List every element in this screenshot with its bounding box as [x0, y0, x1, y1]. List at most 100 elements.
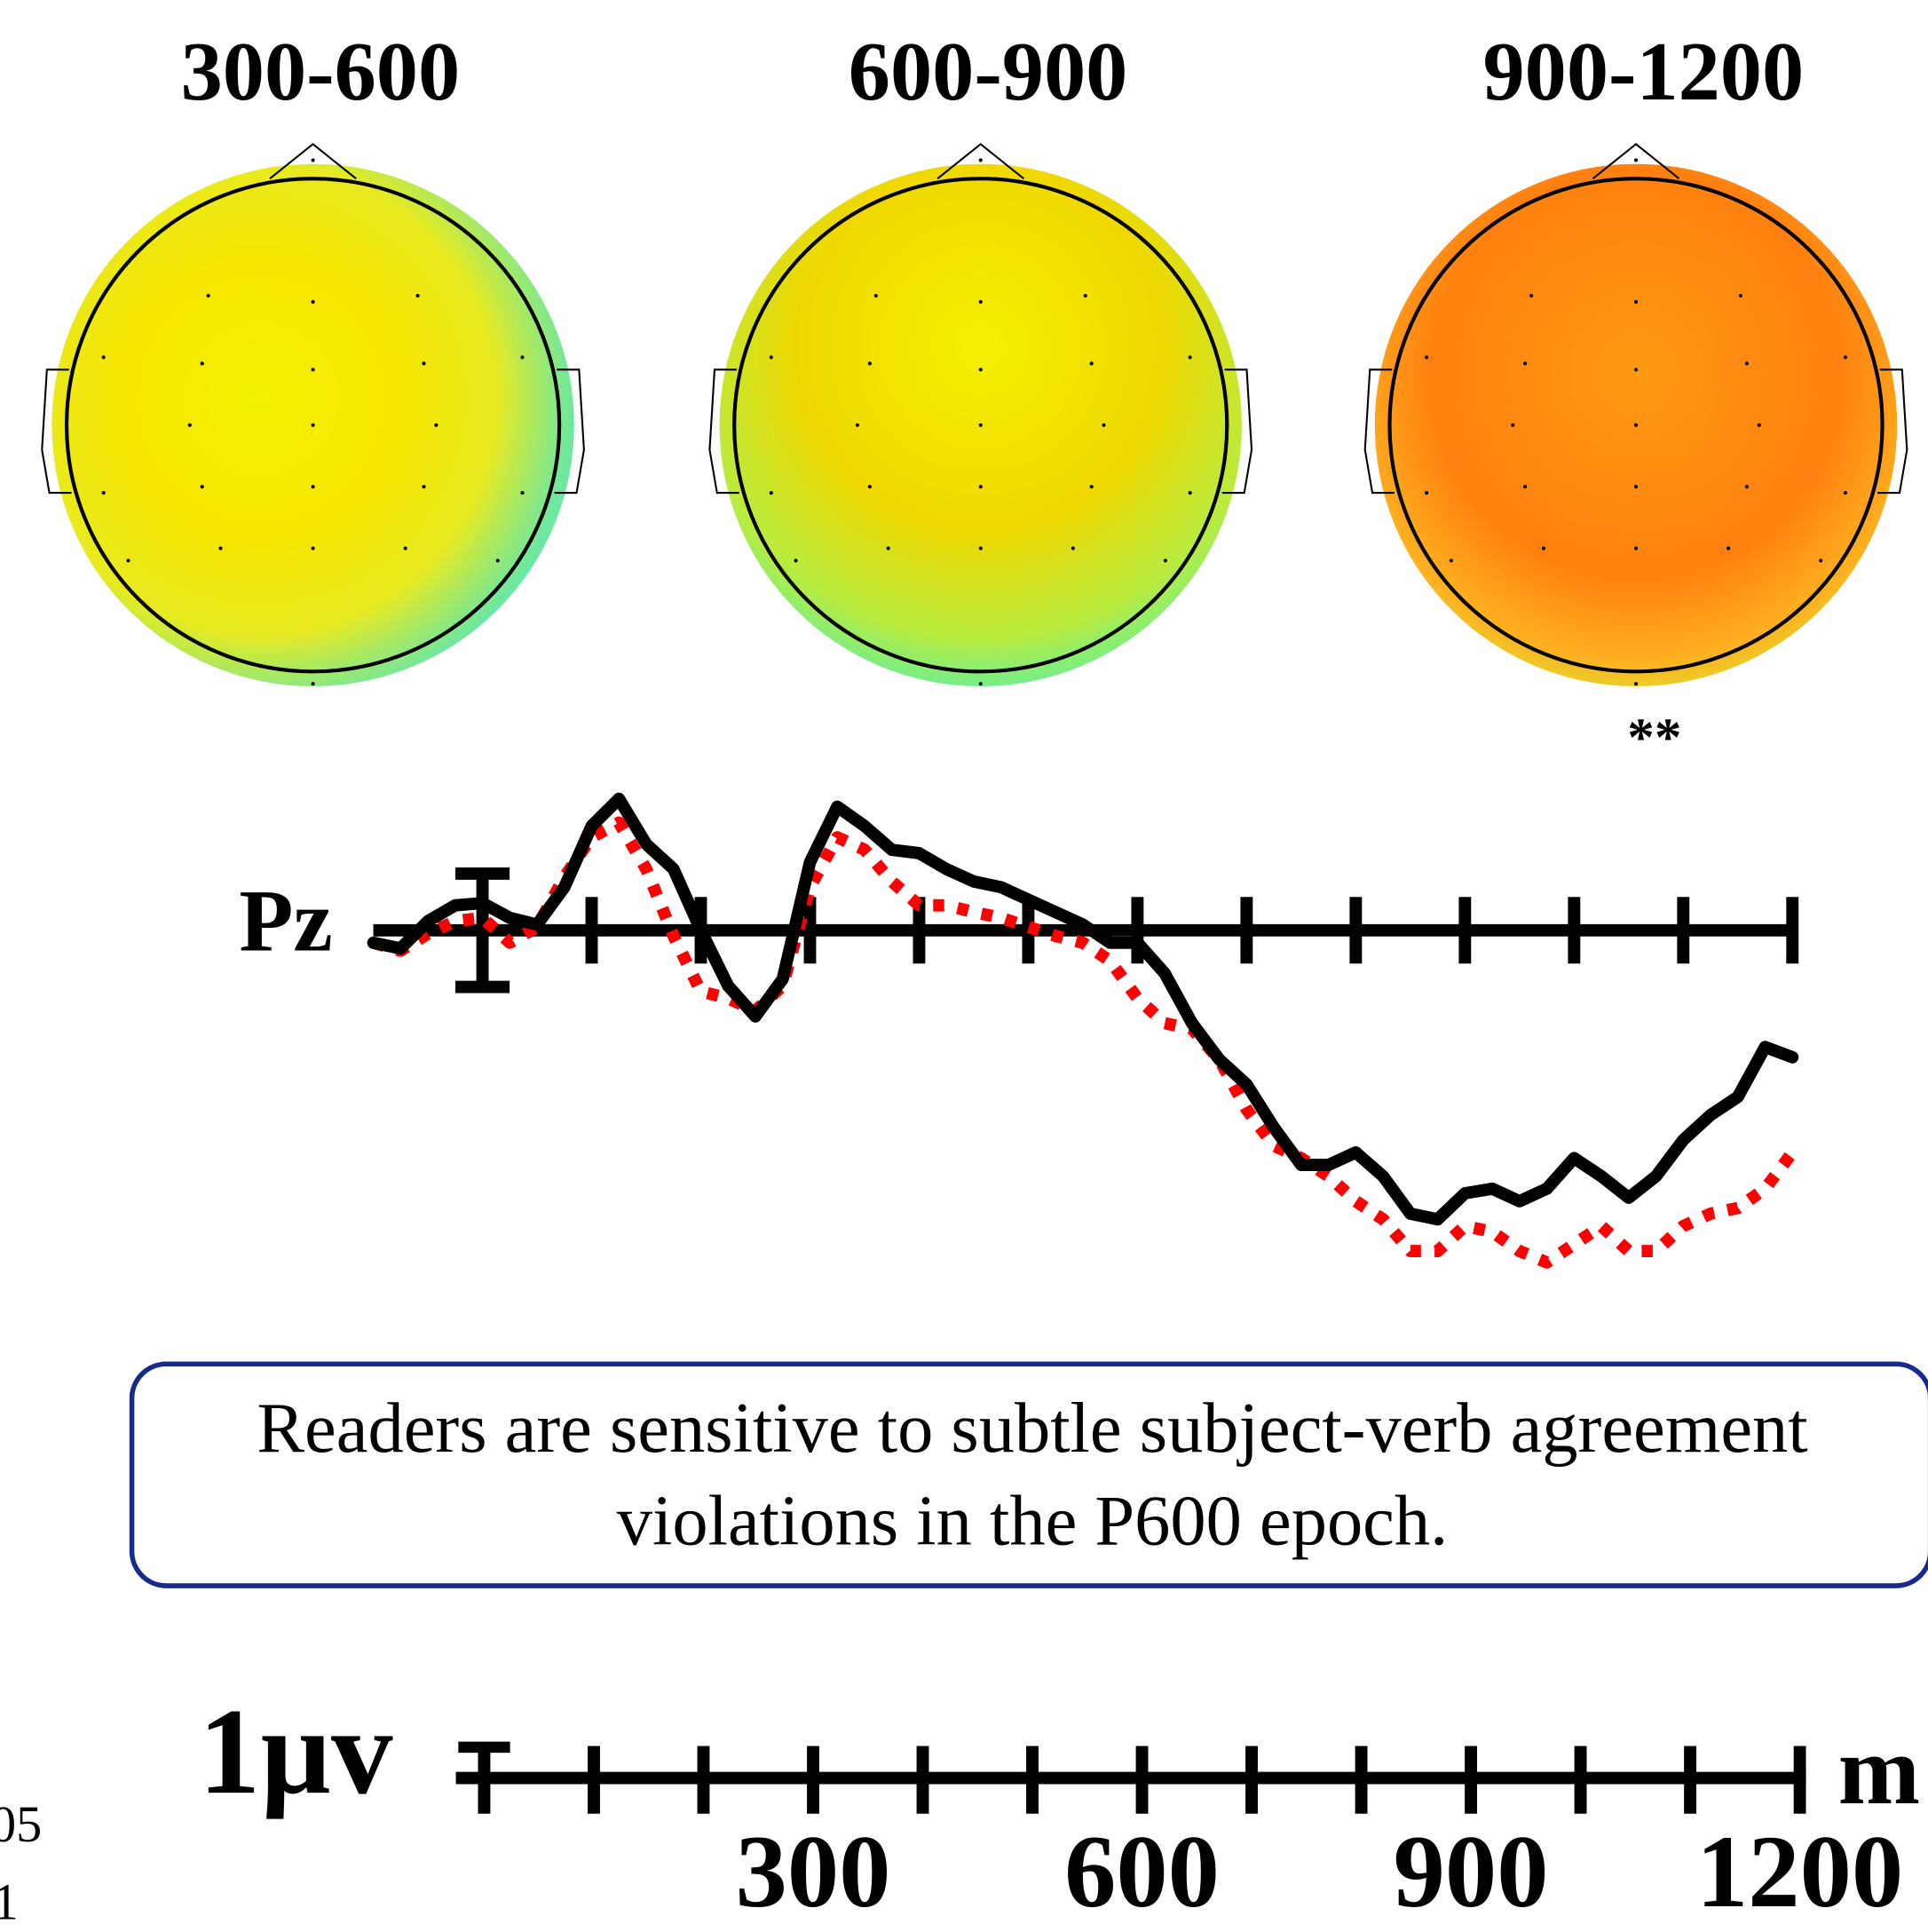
- scale-tick-label: 300: [736, 1815, 891, 1929]
- electrode: [422, 361, 426, 366]
- electrode: [1744, 361, 1749, 366]
- electrode: [1757, 423, 1761, 427]
- electrode: [1830, 275, 1836, 280]
- electrode: [769, 491, 773, 495]
- electrode: [218, 546, 223, 550]
- electrode: [1843, 491, 1848, 495]
- electrode: [311, 423, 315, 427]
- electrode: [769, 355, 773, 360]
- ear: [41, 368, 72, 495]
- electrode: [1541, 546, 1546, 550]
- ear: [554, 368, 585, 495]
- electrode: [1225, 423, 1229, 427]
- electrode-label: Pz: [239, 872, 332, 970]
- waveform-plot: [367, 792, 1799, 1269]
- electrode: [1387, 423, 1392, 427]
- margin-text: 1: [0, 1873, 19, 1931]
- electrode: [311, 158, 315, 162]
- electrode: [978, 158, 983, 162]
- electrode: [1083, 293, 1087, 298]
- electrode: [311, 485, 315, 489]
- electrode: [1633, 158, 1639, 162]
- electrode: [1738, 293, 1743, 298]
- ear: [1221, 368, 1253, 495]
- electrode: [1163, 558, 1167, 563]
- electrode: [1175, 275, 1180, 280]
- electrode: [1188, 491, 1192, 495]
- electrode: [126, 558, 130, 563]
- scale-tick-label: 900: [1394, 1815, 1549, 1929]
- electrode: [978, 299, 983, 305]
- electrode: [200, 485, 204, 489]
- waveform: [367, 792, 1799, 1226]
- ear: [1877, 368, 1908, 495]
- electrode: [101, 491, 106, 495]
- electrode: [867, 485, 872, 489]
- electrode: [978, 546, 983, 550]
- significance: **: [1627, 709, 1681, 768]
- waveform: [371, 816, 1798, 1269]
- electrode: [1089, 485, 1094, 489]
- electrode: [1188, 355, 1192, 360]
- electrode: [1102, 423, 1106, 427]
- electrode: [64, 423, 69, 427]
- callout-line: Readers are sensitive to subtle subject-…: [257, 1389, 1807, 1468]
- electrode: [732, 423, 737, 427]
- electrode: [1633, 423, 1639, 427]
- electrode: [508, 275, 512, 280]
- electrode: [415, 293, 420, 298]
- electrode: [1523, 485, 1528, 489]
- electrode: [1425, 491, 1429, 495]
- electrode: [978, 423, 983, 427]
- electrode: [1633, 299, 1639, 305]
- electrode: [1089, 361, 1094, 366]
- electrode: [520, 491, 525, 495]
- electrode: [114, 275, 118, 280]
- electrode: [187, 423, 192, 427]
- electrode: [978, 485, 983, 489]
- margin-text: 05: [0, 1795, 42, 1853]
- topomap-title: 900-1200: [1483, 26, 1805, 118]
- electrode: [557, 423, 562, 427]
- electrode: [311, 299, 315, 305]
- electrode: [1633, 682, 1639, 686]
- electrode: [1449, 558, 1453, 563]
- ear: [1363, 368, 1395, 495]
- electrode: [1425, 355, 1429, 360]
- electrode: [794, 558, 798, 563]
- electrode: [867, 361, 872, 366]
- electrode: [311, 682, 315, 686]
- callout-box: [129, 1361, 1928, 1588]
- electrode: [311, 546, 315, 550]
- amplitude-label: 1µv: [199, 1683, 393, 1820]
- electrode: [403, 546, 407, 550]
- electrode: [520, 355, 525, 360]
- topomap-title: 300-600: [181, 26, 461, 118]
- electrode: [1843, 355, 1848, 360]
- electrode: [781, 275, 786, 280]
- electrode: [1523, 361, 1528, 366]
- nose: [1592, 143, 1680, 180]
- electrode: [978, 682, 983, 686]
- electrode: [495, 558, 500, 563]
- electrode: [855, 423, 860, 427]
- electrode: [1819, 558, 1823, 563]
- electrode: [311, 368, 315, 372]
- electrode: [1880, 423, 1885, 427]
- nose: [936, 143, 1024, 180]
- callout-line: violations in the P600 epoch.: [617, 1481, 1448, 1560]
- electrode: [1436, 275, 1442, 280]
- electrode: [1071, 546, 1075, 550]
- electrode: [1633, 485, 1639, 489]
- scale-tick-label: 1200: [1696, 1815, 1903, 1929]
- electrode: [1633, 546, 1639, 550]
- electrode: [434, 423, 439, 427]
- unit-label: m: [1838, 1716, 1920, 1825]
- electrode: [1529, 293, 1534, 298]
- electrode: [1511, 423, 1515, 427]
- electrode: [422, 485, 426, 489]
- scale-tick-label: 600: [1064, 1815, 1220, 1929]
- electrode: [200, 361, 204, 366]
